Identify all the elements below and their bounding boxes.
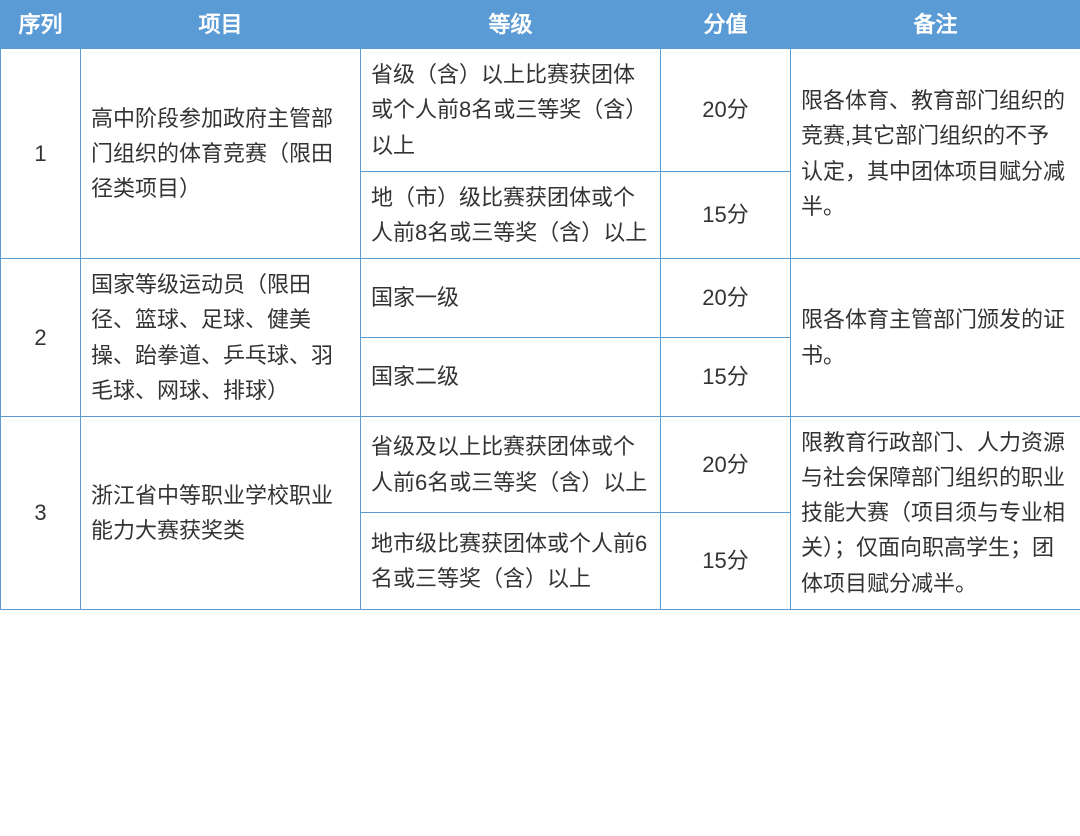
cell-score: 15分: [661, 171, 791, 258]
cell-level: 省级（含）以上比赛获团体或个人前8名或三等奖（含）以上: [361, 49, 661, 172]
header-level: 等级: [361, 1, 661, 49]
header-seq: 序列: [1, 1, 81, 49]
cell-level: 省级及以上比赛获团体或个人前6名或三等奖（含）以上: [361, 416, 661, 512]
cell-level: 国家一级: [361, 259, 661, 338]
cell-seq: 3: [1, 416, 81, 609]
cell-score: 15分: [661, 513, 791, 609]
cell-score: 20分: [661, 416, 791, 512]
header-score: 分值: [661, 1, 791, 49]
header-item: 项目: [81, 1, 361, 49]
cell-level: 地市级比赛获团体或个人前6名或三等奖（含）以上: [361, 513, 661, 609]
cell-note: 限各体育、教育部门组织的竞赛,其它部门组织的不予认定，其中团体项目赋分减半。: [791, 49, 1080, 259]
cell-item: 浙江省中等职业学校职业能力大赛获奖类: [81, 416, 361, 609]
cell-score: 20分: [661, 49, 791, 172]
cell-level: 国家二级: [361, 338, 661, 417]
cell-score: 15分: [661, 338, 791, 417]
cell-level: 地（市）级比赛获团体或个人前8名或三等奖（含）以上: [361, 171, 661, 258]
table-row: 1 高中阶段参加政府主管部门组织的体育竞赛（限田径类项目） 省级（含）以上比赛获…: [1, 49, 1080, 172]
cell-note: 限各体育主管部门颁发的证书。: [791, 259, 1080, 417]
cell-seq: 1: [1, 49, 81, 259]
table-header-row: 序列 项目 等级 分值 备注: [1, 1, 1080, 49]
scoring-table: 序列 项目 等级 分值 备注 1 高中阶段参加政府主管部门组织的体育竞赛（限田径…: [0, 0, 1080, 610]
table-row: 3 浙江省中等职业学校职业能力大赛获奖类 省级及以上比赛获团体或个人前6名或三等…: [1, 416, 1080, 512]
header-note: 备注: [791, 1, 1080, 49]
cell-note: 限教育行政部门、人力资源与社会保障部门组织的职业技能大赛（项目须与专业相关）；仅…: [791, 416, 1080, 609]
cell-item: 国家等级运动员（限田径、篮球、足球、健美操、跆拳道、乒乓球、羽毛球、网球、排球）: [81, 259, 361, 417]
cell-score: 20分: [661, 259, 791, 338]
table-row: 2 国家等级运动员（限田径、篮球、足球、健美操、跆拳道、乒乓球、羽毛球、网球、排…: [1, 259, 1080, 338]
cell-item: 高中阶段参加政府主管部门组织的体育竞赛（限田径类项目）: [81, 49, 361, 259]
cell-seq: 2: [1, 259, 81, 417]
